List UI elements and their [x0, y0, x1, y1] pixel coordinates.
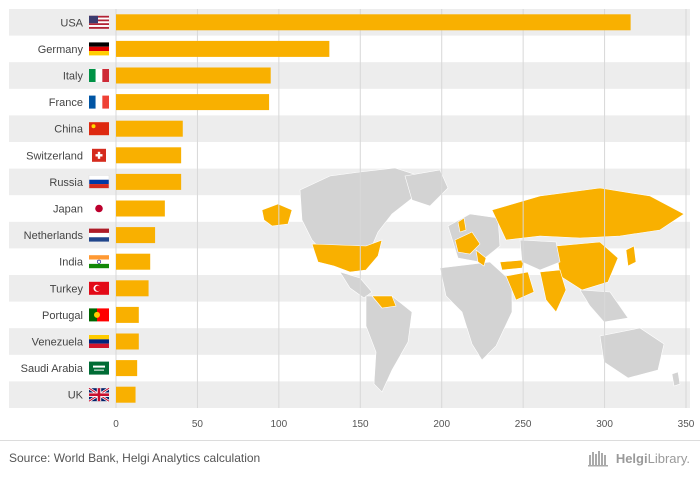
bar-france[interactable] [116, 94, 270, 111]
bar-italy[interactable] [116, 67, 271, 84]
category-label: France [49, 97, 83, 109]
x-tick-label: 150 [352, 419, 369, 430]
flag-switzerland-icon [92, 148, 106, 162]
bar-portugal[interactable] [116, 306, 139, 323]
flag-turkey-icon [89, 281, 109, 295]
flag-uk-icon [88, 387, 110, 403]
bar-switzerland[interactable] [116, 147, 182, 164]
map-region [439, 261, 513, 361]
map-region [365, 295, 413, 393]
map-region [671, 371, 681, 387]
flag-netherlands-icon [89, 228, 109, 242]
bar-germany[interactable] [116, 40, 330, 57]
x-tick-label: 0 [113, 419, 119, 430]
category-label: Japan [53, 204, 83, 216]
x-tick-label: 100 [271, 419, 288, 430]
map-region [499, 259, 525, 271]
category-label: USA [60, 17, 83, 29]
source-text: Source: World Bank, Helgi Analytics calc… [9, 451, 261, 465]
map-region [519, 239, 561, 271]
bar-chart: USA Germany Italy France China Switzerland Rus… [9, 9, 695, 430]
map-region [599, 327, 665, 379]
row-stripe [9, 328, 690, 355]
bar-china[interactable] [116, 120, 183, 137]
footer: Source: World Bank, Helgi Analytics calc… [0, 440, 700, 484]
bar-russia[interactable] [116, 173, 182, 190]
flag-venezuela-icon [89, 335, 109, 348]
bar-japan[interactable] [116, 200, 165, 217]
bar-netherlands[interactable] [116, 227, 156, 244]
x-axis-ticks: 0 50 100 150 200 250 300 350 [113, 419, 695, 430]
category-label: India [59, 257, 84, 269]
x-tick-label: 250 [515, 419, 532, 430]
flags [88, 15, 110, 403]
bar-india[interactable] [116, 253, 151, 270]
category-labels: USA Germany Italy France China Switzerland Rus… [21, 17, 84, 401]
map-region [339, 271, 373, 299]
map-region [505, 271, 535, 301]
flag-japan-icon [92, 202, 106, 215]
x-tick-label: 350 [678, 419, 695, 430]
category-label: Venezuela [32, 337, 84, 349]
flag-france-icon [89, 95, 109, 109]
bar-venezuela[interactable] [116, 333, 139, 350]
bar-turkey[interactable] [116, 280, 149, 297]
map-region [539, 269, 567, 313]
flag-russia-icon [88, 175, 110, 189]
map-region [491, 187, 685, 241]
flag-germany-icon [89, 42, 109, 56]
flag-usa-icon [89, 15, 109, 29]
map-region [457, 217, 467, 233]
bar-saudi-arabia[interactable] [116, 360, 138, 377]
category-label: Switzerland [26, 150, 83, 162]
row-stripe [9, 381, 690, 408]
row-stripe [9, 115, 690, 142]
category-label: Italy [63, 71, 84, 83]
map-region [454, 231, 481, 255]
category-label: Netherlands [24, 230, 84, 242]
flag-saudi-arabia-icon [89, 361, 109, 375]
map-region [371, 295, 397, 309]
map-region [311, 239, 383, 273]
bar-uk[interactable] [116, 386, 136, 403]
flag-italy-icon [89, 69, 109, 82]
bars [116, 14, 631, 403]
library-icon [587, 451, 608, 467]
x-tick-label: 50 [192, 419, 204, 430]
brand-logo[interactable]: HelgiLibrary. [587, 449, 690, 467]
world-map-icon [261, 167, 685, 393]
bar-usa[interactable] [116, 14, 631, 31]
category-label: UK [68, 390, 84, 402]
x-tick-label: 300 [596, 419, 613, 430]
brand-name: HelgiLibrary. [615, 450, 690, 466]
map-region [261, 203, 293, 227]
category-label: Saudi Arabia [21, 363, 84, 375]
map-region [404, 169, 449, 207]
flag-china-icon [89, 122, 109, 136]
category-label: Portugal [42, 310, 83, 322]
category-label: China [54, 124, 84, 136]
map-region [625, 245, 637, 267]
x-tick-label: 200 [433, 419, 450, 430]
category-label: Germany [38, 44, 84, 56]
category-label: Turkey [50, 283, 84, 295]
map-region [475, 249, 487, 267]
row-stripe [9, 62, 690, 89]
flag-india-icon [89, 255, 109, 269]
category-label: Russia [49, 177, 84, 189]
flag-portugal-icon [89, 308, 109, 322]
